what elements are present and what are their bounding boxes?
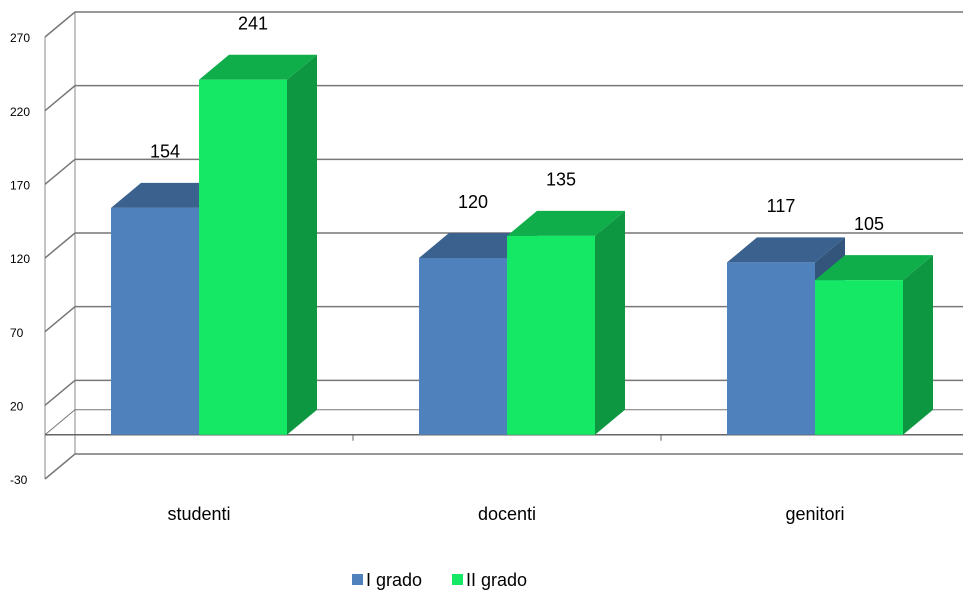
bar-top bbox=[815, 255, 933, 281]
y-tick-label: 120 bbox=[10, 252, 30, 266]
value-label: 241 bbox=[238, 13, 268, 33]
bar-front bbox=[199, 79, 287, 435]
grid-line bbox=[44, 84, 963, 112]
y-tick-label: 220 bbox=[10, 105, 30, 119]
y-tick-label: 70 bbox=[10, 326, 24, 340]
bar-front bbox=[419, 258, 507, 435]
bar bbox=[199, 54, 317, 435]
value-label: 105 bbox=[854, 214, 884, 234]
x-tick-label: genitori bbox=[785, 504, 844, 524]
bar-front bbox=[507, 235, 595, 435]
bar bbox=[507, 210, 625, 435]
bar-top bbox=[199, 54, 317, 80]
legend-label: I grado bbox=[366, 570, 422, 590]
bar-top bbox=[727, 237, 845, 263]
bar bbox=[815, 255, 933, 435]
value-label: 120 bbox=[458, 192, 488, 212]
value-label: 117 bbox=[767, 196, 796, 216]
grid-line bbox=[44, 158, 963, 185]
grid-line bbox=[44, 379, 963, 406]
bar-front bbox=[111, 207, 199, 435]
y-tick-label: 20 bbox=[10, 400, 24, 414]
bar-top bbox=[507, 210, 625, 236]
grid-line bbox=[44, 11, 963, 38]
y-tick-label: -30 bbox=[10, 473, 28, 487]
bar-side bbox=[287, 54, 317, 435]
grid-line bbox=[44, 305, 963, 333]
value-label: 135 bbox=[546, 170, 576, 190]
grid-line bbox=[44, 453, 963, 480]
bar-side bbox=[595, 210, 625, 435]
x-tick-label: docenti bbox=[478, 504, 536, 524]
bar-front bbox=[815, 280, 903, 435]
y-tick-label: 170 bbox=[10, 179, 30, 193]
legend-swatch bbox=[352, 574, 363, 585]
x-tick-label: studenti bbox=[167, 504, 230, 524]
y-tick-label: 270 bbox=[10, 31, 30, 45]
bar-side bbox=[903, 255, 933, 435]
grid-line bbox=[44, 232, 963, 259]
floor bbox=[44, 409, 963, 436]
bar-front bbox=[727, 262, 815, 435]
legend-label: II grado bbox=[466, 570, 527, 590]
legend-swatch bbox=[452, 574, 463, 585]
value-label: 154 bbox=[150, 142, 180, 162]
